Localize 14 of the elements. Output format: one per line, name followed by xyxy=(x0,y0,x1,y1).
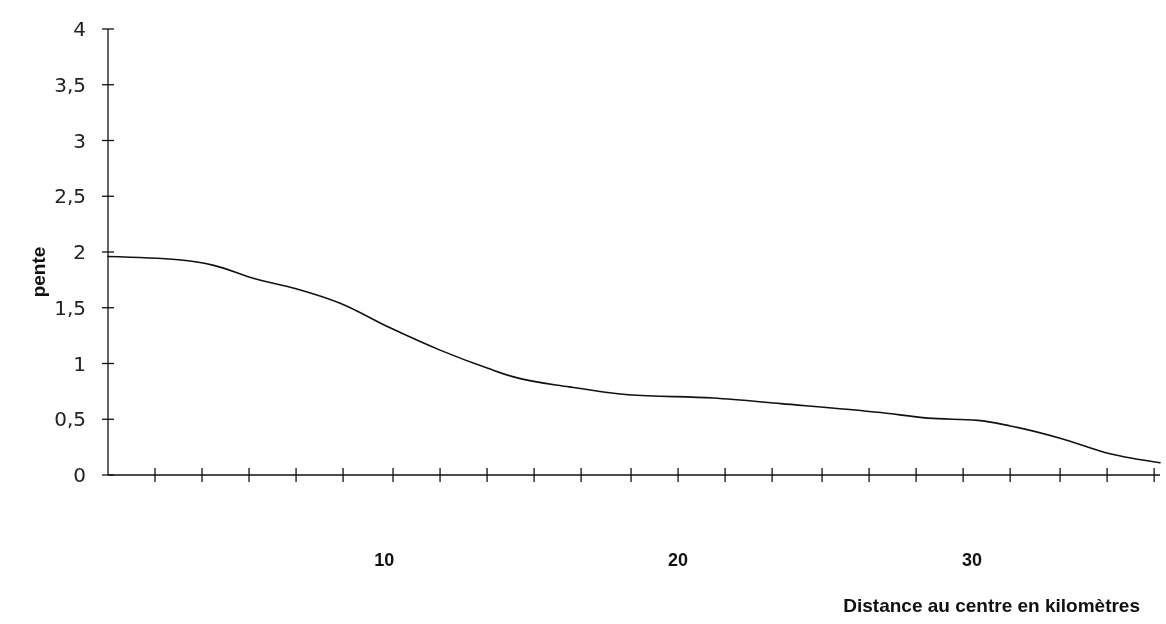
y-tick-label: 1 xyxy=(73,351,86,376)
y-tick-label: 0,5 xyxy=(54,407,86,432)
x-axis-title: Distance au centre en kilomètres xyxy=(843,594,1140,616)
x-tick-label: 30 xyxy=(961,550,982,570)
y-tick-label: 2,5 xyxy=(54,184,86,209)
y-tick-label: 3,5 xyxy=(54,72,86,97)
y-tick-label: 0 xyxy=(73,463,86,487)
y-axis-title: pente xyxy=(27,246,49,298)
x-tick-label: 20 xyxy=(668,550,689,570)
y-tick-label: 4 xyxy=(73,17,86,41)
y-tick-label: 1,5 xyxy=(54,295,86,320)
x-tick-label: 10 xyxy=(374,550,395,570)
y-tick-label: 2 xyxy=(73,240,86,264)
y-tick-label: 3 xyxy=(73,128,86,153)
